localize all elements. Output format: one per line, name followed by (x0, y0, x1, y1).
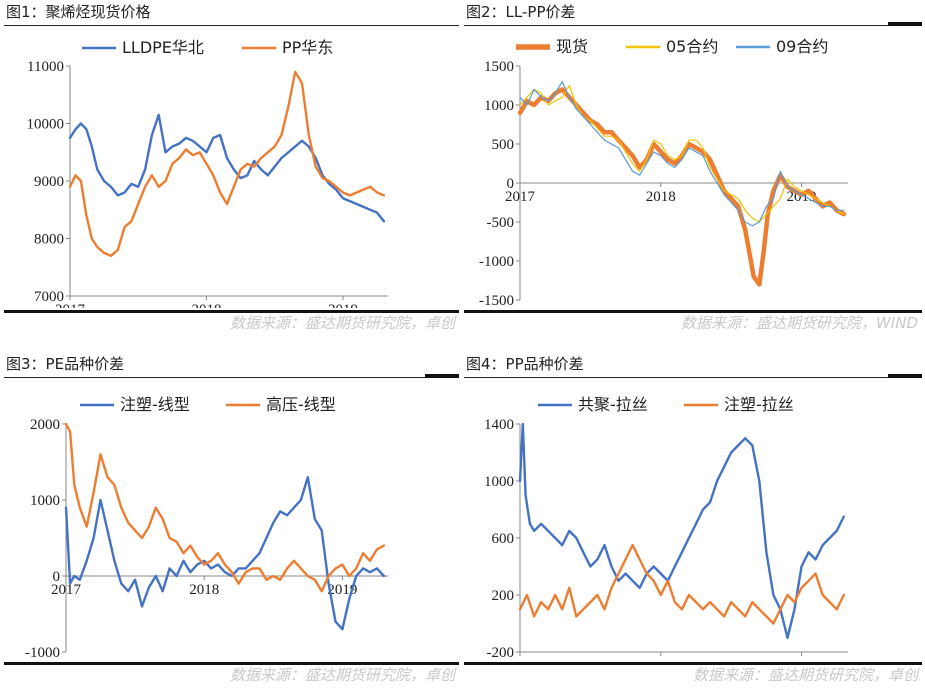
chart-canvas-1: 7000 8000 9000 10000 11000 2017 2018 2019 LLDPE华… (27, 38, 388, 308)
chart-panel-3: 图3：PE品种价差 -1000 0 1000 2000 2017 2018 2019 注塑-线… (4, 352, 459, 687)
series-line-1 (64, 475, 386, 631)
title-divider (4, 25, 459, 26)
x-tick-label: 2018 (646, 658, 676, 660)
chart-panel-4: 图4：PP品种价差 -200 200 600 1000 1400 2017 2018 2019… (464, 352, 922, 687)
chart-panel-1: 图1：聚烯烃现货价格 7000 8000 9000 10000 11000 2017 201… (4, 0, 459, 335)
y-tick-label: -1500 (479, 293, 514, 308)
series-line-2 (64, 422, 386, 593)
y-tick-label: 200 (492, 588, 515, 604)
footer-divider (464, 662, 922, 665)
legend-label: 高压-线型 (266, 395, 336, 414)
x-tick-label: 2017 (505, 189, 536, 205)
title-divider (4, 377, 459, 378)
y-tick-label: -1000 (25, 645, 60, 660)
legend-label: 05合约 (666, 37, 718, 56)
title-divider (464, 377, 922, 378)
source-note: 数据来源：盛达期货研究院，WIND (680, 314, 918, 332)
series-line-3 (519, 80, 845, 227)
series-line-2 (518, 543, 845, 625)
y-tick-label: 500 (492, 137, 515, 153)
chart-title: 图3：PE品种价差 (6, 355, 125, 373)
y-tick-label: 1500 (484, 59, 514, 75)
y-tick-label: 8000 (34, 232, 64, 248)
title-accent-bar (888, 374, 922, 378)
y-tick-label: 11000 (27, 59, 64, 75)
chart-title: 图1：聚烯烃现货价格 (6, 3, 151, 21)
legend-label: 现货 (556, 37, 588, 56)
chart-panel-2: 图2：LL-PP价差 -1500 -1000 -500 0 500 1000 1500 201… (464, 0, 922, 335)
x-tick-label: 2018 (191, 302, 221, 308)
source-note: 数据来源：盛达期货研究院，卓创 (229, 666, 455, 684)
legend-label: 09合约 (776, 37, 828, 56)
x-tick-label: 2017 (51, 582, 82, 598)
legend-label: 注塑-线型 (120, 395, 190, 414)
series-line-2 (519, 84, 845, 223)
y-tick-label: 1000 (484, 474, 514, 490)
y-tick-label: 10000 (27, 117, 65, 133)
y-tick-label: -1000 (479, 254, 514, 270)
y-tick-label: -200 (487, 645, 515, 660)
y-tick-label: -500 (487, 215, 515, 231)
legend-label: 注塑-拉丝 (724, 395, 794, 414)
legend-label: PP华东 (282, 38, 333, 57)
x-tick-label: 2018 (646, 189, 676, 205)
chart-title: 图2：LL-PP价差 (466, 3, 576, 21)
footer-divider (4, 310, 459, 313)
footer-divider (4, 662, 459, 665)
x-tick-label: 2018 (189, 582, 219, 598)
y-tick-label: 2000 (30, 417, 60, 433)
title-accent-bar (888, 22, 922, 26)
y-tick-label: 0 (507, 176, 515, 192)
y-tick-label: 7000 (34, 289, 64, 305)
source-note: 数据来源：盛达期货研究院，卓创 (229, 314, 455, 332)
x-tick-label: 2017 (505, 658, 536, 660)
y-tick-label: 1000 (484, 98, 514, 114)
x-tick-label: 2019 (328, 302, 358, 308)
legend-label: LLDPE华北 (122, 38, 204, 57)
footer-divider (464, 310, 922, 313)
y-tick-label: 600 (492, 531, 515, 547)
title-divider (464, 25, 922, 26)
title-accent-bar (425, 374, 459, 378)
chart-title: 图4：PP品种价差 (466, 355, 584, 373)
y-tick-label: 1000 (30, 493, 60, 509)
series-line-1 (68, 113, 386, 223)
y-tick-label: 0 (53, 569, 61, 585)
series-line-2 (68, 70, 386, 258)
series-line-1 (518, 422, 845, 639)
chart-canvas-4: -200 200 600 1000 1400 2017 2018 2019 共聚-拉丝 注塑-拉丝 (484, 395, 848, 660)
x-tick-label: 2019 (787, 658, 817, 660)
legend-label: 共聚-拉丝 (578, 395, 648, 414)
source-note: 数据来源：盛达期货研究院，卓创 (692, 666, 918, 684)
y-tick-label: 1400 (484, 417, 514, 433)
y-tick-label: 9000 (34, 174, 64, 190)
x-tick-label: 2017 (55, 302, 86, 308)
